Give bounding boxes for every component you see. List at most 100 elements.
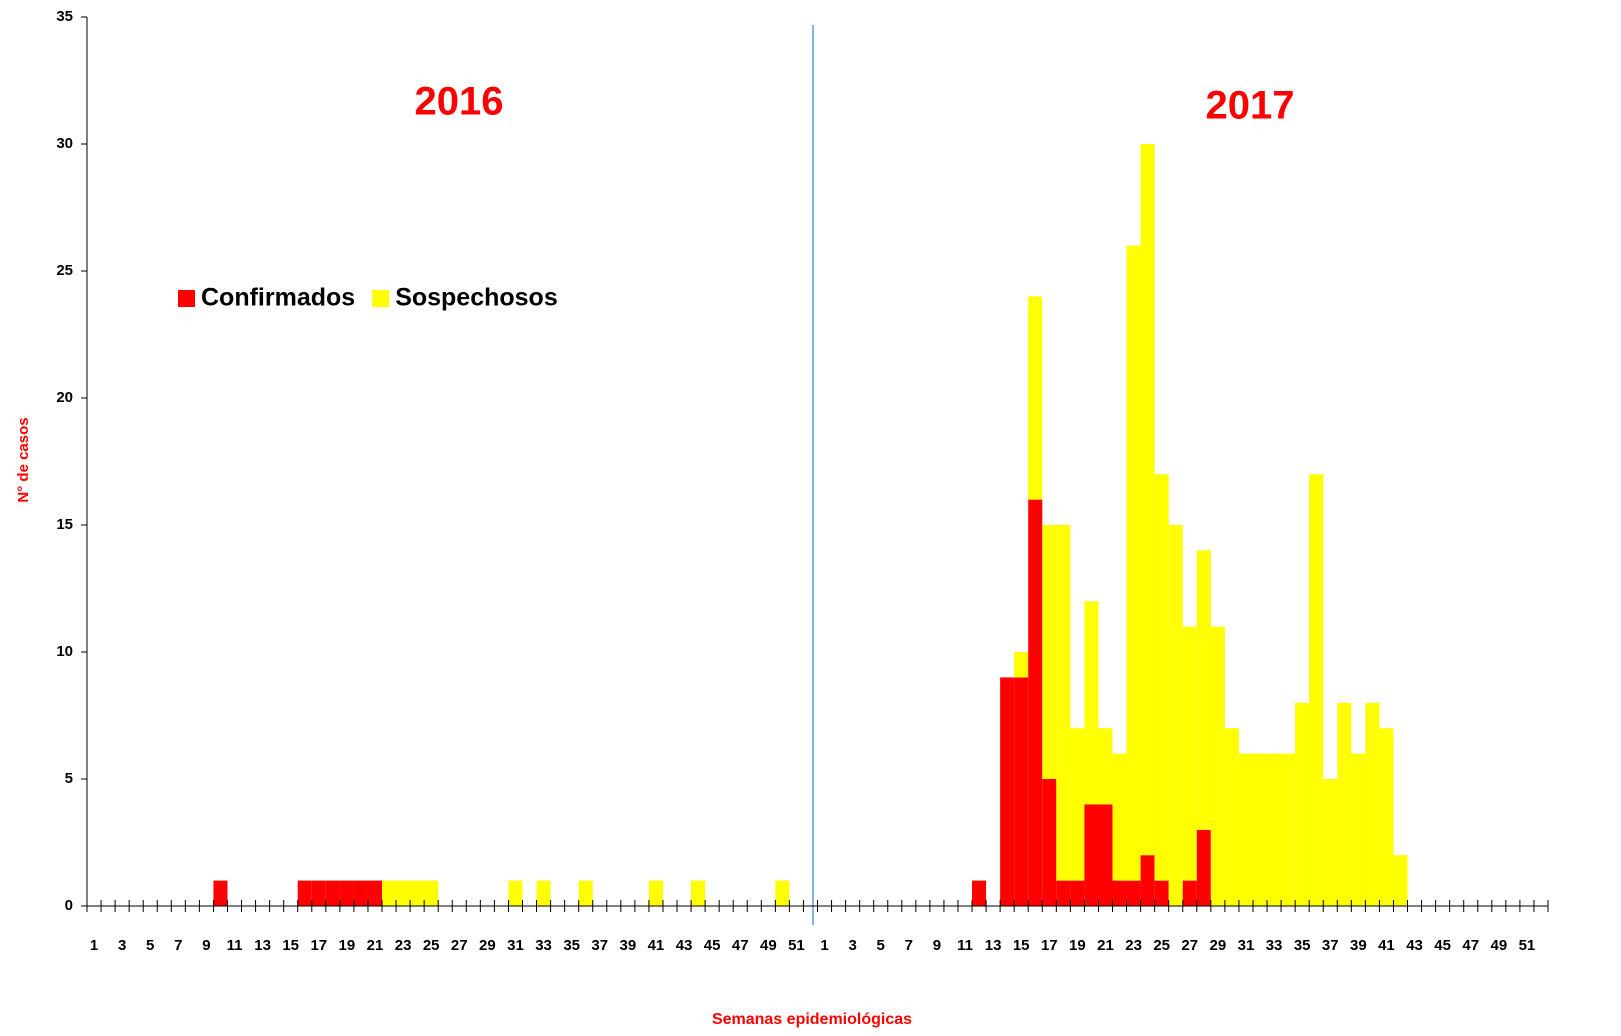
bar-segment [508,880,523,906]
x-tick-label: 19 [339,937,356,954]
x-tick-label: 7 [905,937,913,954]
y-tick-label: 35 [56,8,73,25]
bar-segment [1182,880,1197,906]
x-tick-label: 11 [227,937,243,954]
y-axis-title: N° de casos [15,417,32,502]
y-tick-label: 20 [56,389,73,406]
x-tick-label: 47 [1462,937,1479,954]
x-axis-title: Semanas epidemiológicas [712,1011,912,1028]
x-tick-label: 3 [118,937,126,954]
bar-segment [1126,245,1141,881]
bar-segment [424,880,439,906]
x-tick-label: 51 [788,937,805,954]
bar-segment [1168,525,1183,906]
y-tick-label: 10 [56,643,73,660]
x-tick-label: 5 [877,937,885,954]
x-tick-label: 49 [1490,937,1507,954]
x-tick-label: 15 [282,937,299,954]
x-tick-label: 47 [732,937,749,954]
x-tick-label: 33 [535,937,552,954]
bar-segment [1140,144,1155,856]
bar-segment [1140,855,1155,906]
x-tick-label: 21 [367,937,384,954]
bar-segment [396,880,411,906]
bar-segment [1196,829,1211,906]
bar-segment [1252,753,1268,906]
x-tick-label: 5 [146,937,154,954]
bar-segment [775,880,790,906]
x-tick-label: 45 [1434,937,1451,954]
y-tick-label: 30 [56,135,73,152]
y-tick-label: 25 [56,262,73,279]
bar-segment [1295,702,1310,906]
bar-segment [353,880,368,906]
bar-segment [1196,550,1211,830]
x-tick-label: 43 [1406,937,1423,954]
x-tick-label: 11 [957,937,973,954]
bar-segment [1014,652,1029,678]
x-tick-label: 35 [1294,937,1311,954]
bar-segment [297,880,312,906]
x-tick-label: 23 [1125,937,1142,954]
x-tick-label: 41 [1378,937,1395,954]
bar-segment [325,880,340,906]
year-label: 2016 [415,80,504,124]
bar-segment [1056,880,1071,906]
bar-segment [578,880,593,906]
bar-segment [1070,728,1085,881]
bar-segment [339,880,354,906]
x-tick-label: 17 [310,937,327,954]
bar-segment [1267,753,1282,906]
x-tick-label: 29 [479,937,496,954]
bar-segment [1042,779,1057,906]
legend-label: Sospechosos [395,284,558,312]
x-tick-label: 9 [933,937,941,954]
x-tick-label: 1 [820,937,828,954]
x-tick-label: 9 [202,937,210,954]
bar-segment [1323,779,1338,906]
x-tick-label: 35 [563,937,580,954]
bar-segment [1098,728,1113,805]
bar-segment [1056,525,1071,881]
bar-segment [1042,525,1057,779]
x-tick-label: 23 [395,937,412,954]
x-tick-label: 41 [648,937,665,954]
legend-label: Confirmados [201,284,355,312]
bar-segment [1070,880,1085,906]
bar-segment [1210,626,1225,906]
bar-segment [536,880,551,906]
bar-segment [1014,677,1029,906]
bar-segment [1028,499,1043,906]
bar-segment [311,880,326,906]
bar-segment [1224,728,1239,906]
bar-segment [1000,677,1015,906]
x-tick-label: 49 [760,937,777,954]
bar-segment [367,880,383,906]
x-tick-label: 27 [451,937,468,954]
bar-segment [1309,474,1324,906]
bar-segment [1084,804,1099,906]
legend-swatch [372,290,390,307]
bar-segment [1281,753,1296,906]
bar-segment [1112,880,1127,906]
bar-segment [1365,702,1380,906]
bar-segment [1084,601,1099,805]
x-tick-label: 13 [985,937,1002,954]
bar-segment [1154,474,1169,881]
x-tick-label: 7 [174,937,182,954]
bar-segment [972,880,987,906]
x-tick-label: 43 [676,937,693,954]
x-tick-label: 31 [507,937,524,954]
bar-segment [1098,804,1113,906]
x-tick-label: 37 [591,937,608,954]
x-tick-label: 51 [1519,937,1536,954]
bar-segment [1182,626,1197,881]
x-tick-label: 31 [1238,937,1255,954]
x-tick-label: 13 [254,937,271,954]
x-tick-label: 37 [1322,937,1339,954]
legend-swatch [178,290,195,307]
bar-segment [1154,880,1169,906]
x-tick-label: 39 [620,937,637,954]
bar-segment [1112,753,1127,881]
